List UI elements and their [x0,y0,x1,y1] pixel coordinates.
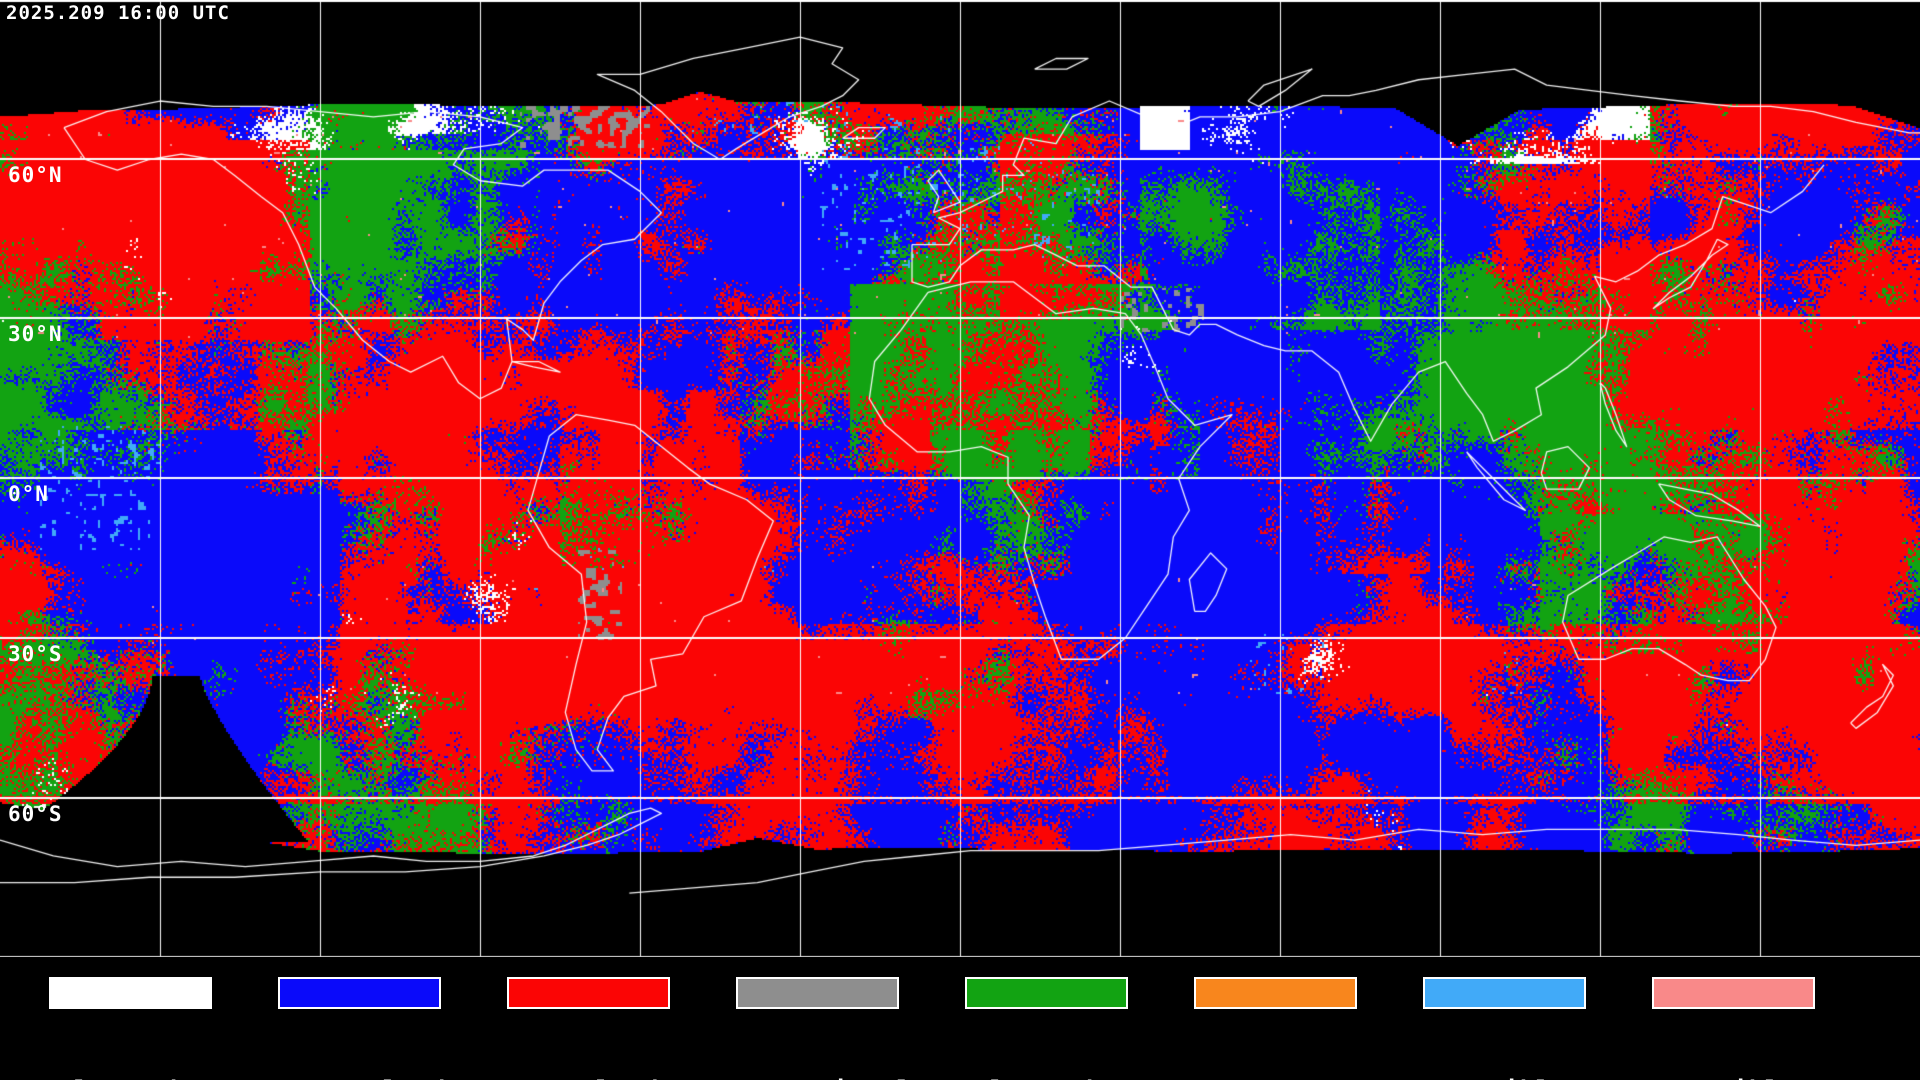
latitude-label-60n: 60°N [8,163,63,187]
latitude-label-0n: 0°N [8,482,49,506]
legend-item-no-data-bad-input: No Data / Bad Input [1161,957,1390,1080]
legend-swatch-no-data-bad-input [1193,977,1357,1009]
legend-item-possible-water-cloud: Possible Water Cloud [1390,957,1619,1080]
legend-label-line: Ice Cloud [474,1075,703,1080]
legend-swatch-no-retrieval [735,977,899,1009]
legend-swatch-clear-sky-land-water [964,977,1128,1009]
latitude-label-60s: 60°S [8,802,63,826]
legend-label-line: Water Cloud [245,1075,474,1080]
legend-swatch-water-cloud [277,977,441,1009]
legend-swatch-ice-cloud [506,977,670,1009]
timestamp: 2025.209 16:00 UTC [6,2,230,24]
legend-label-line: Clear-Sky [16,1075,245,1080]
legend-label-line: No Data / [1161,1075,1390,1080]
legend-label-line: Clear-Sky [932,1075,1161,1080]
latitude-label-30n: 30°N [8,322,63,346]
legend-label-line: No Retrieval [703,1075,932,1080]
latitude-label-30s: 30°S [8,642,63,666]
legend-swatch-possible-ice-cloud [1651,977,1815,1009]
legend-item-clear-sky-snow-ice: Clear-Sky Snow/Ice [16,957,245,1080]
legend-label-line: Possible [1619,1075,1848,1080]
legend-item-possible-ice-cloud: Possible Ice Cloud [1619,957,1848,1080]
legend-item-water-cloud: Water Cloud [245,957,474,1080]
legend: Clear-Sky Snow/Ice Water Cloud Ice Cloud… [0,957,1920,1080]
legend-swatch-clear-sky-snow-ice [48,977,212,1009]
legend-item-no-retrieval: No Retrieval [703,957,932,1080]
legend-item-clear-sky-land-water: Clear-Sky Land/Water [932,957,1161,1080]
legend-item-ice-cloud: Ice Cloud [474,957,703,1080]
legend-label-line: Possible [1390,1075,1619,1080]
legend-swatch-possible-water-cloud [1422,977,1586,1009]
cloud-phase-world-map [0,0,1920,958]
